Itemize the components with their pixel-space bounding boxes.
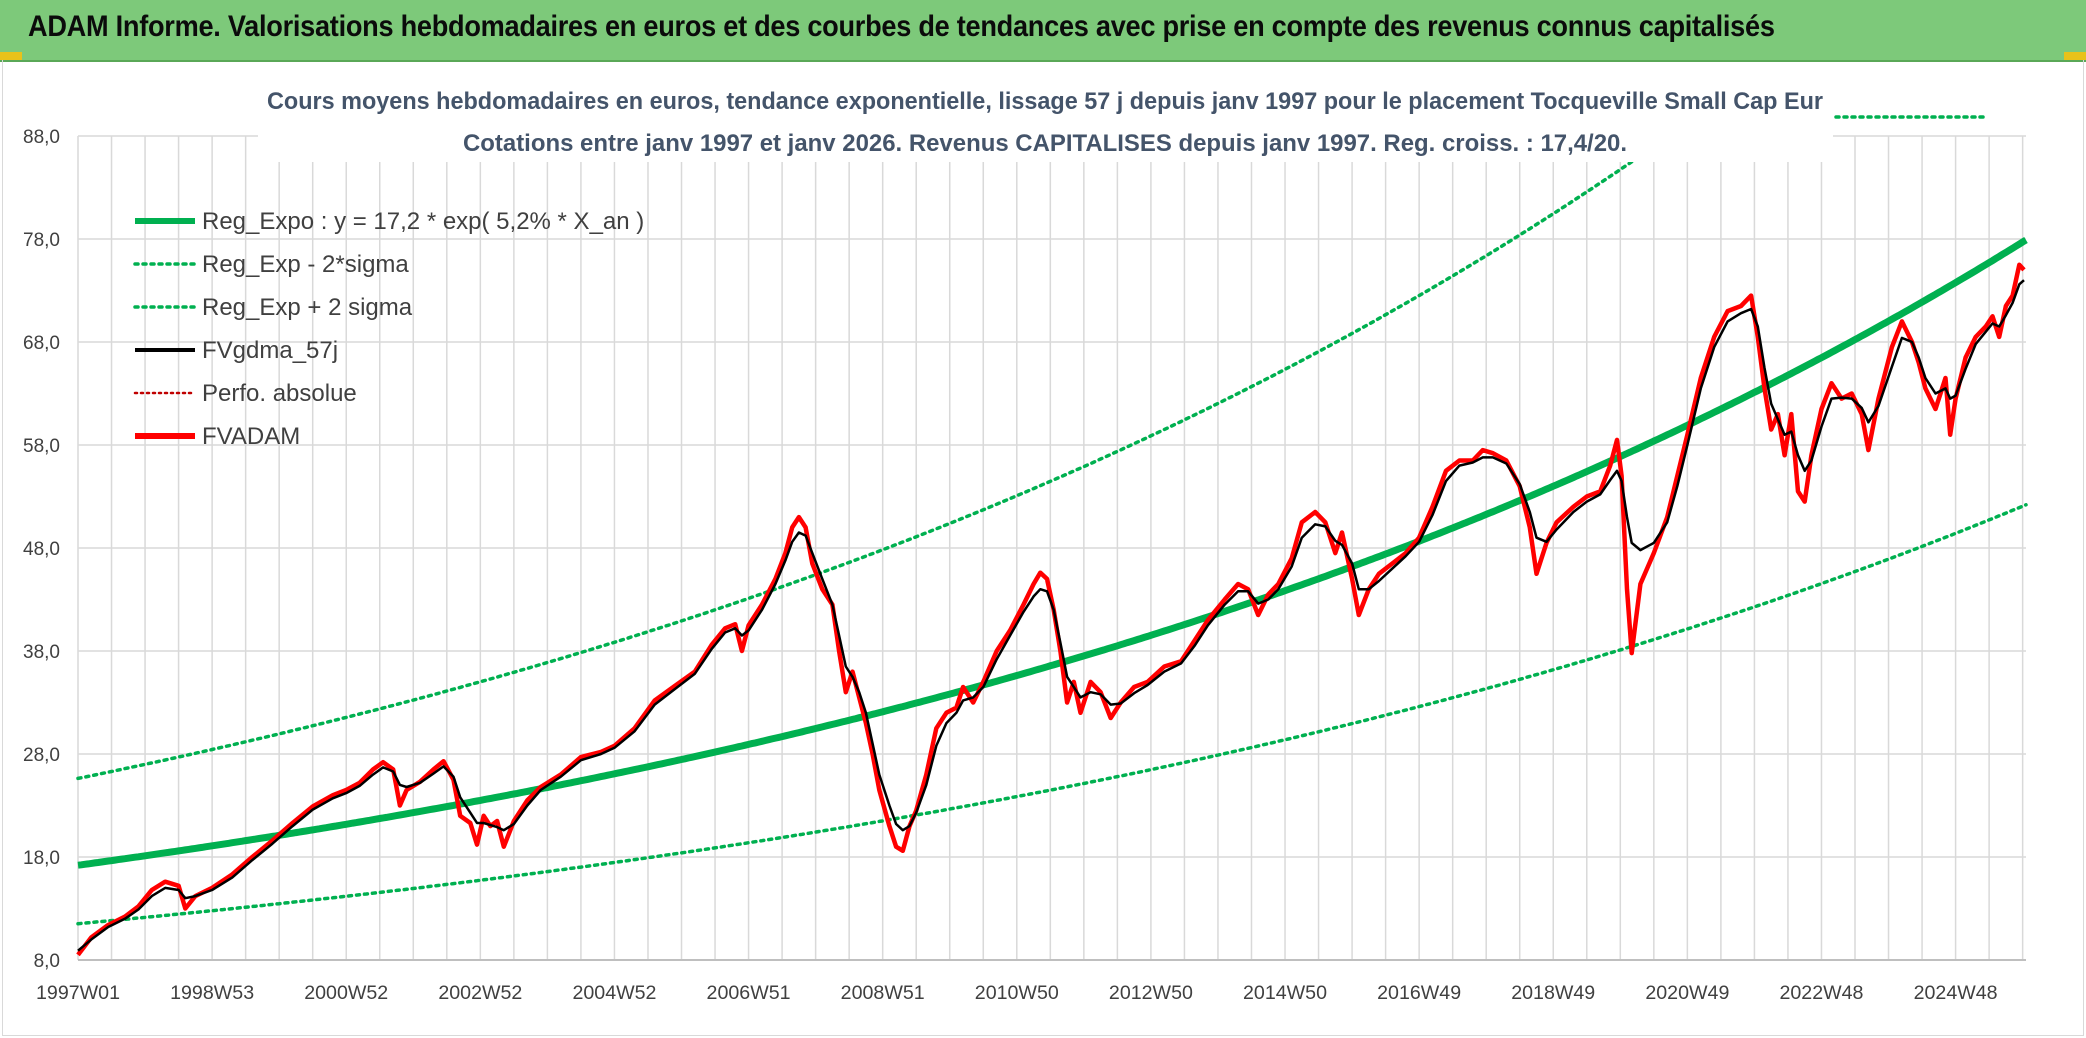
x-tick-label: 2002W52 xyxy=(438,983,522,1004)
x-tick-label: 1997W01 xyxy=(36,983,120,1004)
title-background xyxy=(258,82,1833,162)
chart-subtitle: Cotations entre janv 1997 et janv 2026. … xyxy=(463,130,1627,157)
legend-label: Perfo. absolue xyxy=(202,380,357,407)
y-tick-label: 28,0 xyxy=(23,745,60,766)
x-tick-label: 2012W50 xyxy=(1109,983,1193,1004)
legend-label: FVgdma_57j xyxy=(202,337,338,364)
x-tick-label: 2024W48 xyxy=(1914,983,1998,1004)
series-reg-expo xyxy=(77,236,2028,869)
x-tick-label: 2006W51 xyxy=(707,983,791,1004)
x-tick-label: 2004W52 xyxy=(572,983,656,1004)
grid xyxy=(77,135,2026,961)
series-fvadam xyxy=(76,262,2026,957)
legend-label: FVADAM xyxy=(202,423,300,450)
report-banner: ADAM Informe. Valorisations hebdomadaire… xyxy=(0,0,2086,62)
series-fvgdma-57j xyxy=(77,279,2025,952)
banner-corner-left xyxy=(0,52,22,60)
report-title: ADAM Informe. Valorisations hebdomadaire… xyxy=(28,10,1775,43)
series-layer xyxy=(76,115,2028,957)
x-tick-label: 2000W52 xyxy=(304,983,388,1004)
y-tick-label: 8,0 xyxy=(34,951,60,972)
legend: Reg_Expo : y = 17,2 * exp( 5,2% * X_an )… xyxy=(133,208,644,450)
y-tick-label: 78,0 xyxy=(23,230,60,251)
y-tick-label: 38,0 xyxy=(23,642,60,663)
legend-label: Reg_Expo : y = 17,2 * exp( 5,2% * X_an ) xyxy=(202,208,644,235)
y-axis-ticks: 8,0 18,0 28,0 38,0 48,0 58,0 68,0 78,0 88,0 xyxy=(23,127,60,972)
legend-label: Reg_Exp - 2*sigma xyxy=(202,251,409,278)
x-tick-label: 2018W49 xyxy=(1511,983,1595,1004)
series-reg-minus-2sigma xyxy=(76,503,2028,926)
x-axis-ticks: 1997W01 1998W53 2000W52 2002W52 2004W52 2006W… xyxy=(36,983,1998,1004)
y-tick-label: 18,0 xyxy=(23,848,60,869)
x-tick-label: 1998W53 xyxy=(170,983,254,1004)
y-tick-label: 48,0 xyxy=(23,539,60,560)
y-tick-label: 68,0 xyxy=(23,333,60,354)
x-tick-label: 2008W51 xyxy=(841,983,925,1004)
x-tick-label: 2022W48 xyxy=(1779,983,1863,1004)
chart-title: Cours moyens hebdomadaires en euros, ten… xyxy=(267,88,1823,115)
legend-label: Reg_Exp + 2 sigma xyxy=(202,294,413,321)
chart-frame xyxy=(2,60,2084,1036)
y-tick-label: 88,0 xyxy=(23,127,60,148)
series-reg-plus-2sigma xyxy=(76,135,1669,781)
x-tick-label: 2020W49 xyxy=(1645,983,1729,1004)
banner-corner-right xyxy=(2064,52,2086,60)
x-tick-label: 2014W50 xyxy=(1243,983,1327,1004)
y-tick-label: 58,0 xyxy=(23,436,60,457)
x-tick-label: 2016W49 xyxy=(1377,983,1461,1004)
x-tick-label: 2010W50 xyxy=(975,983,1059,1004)
